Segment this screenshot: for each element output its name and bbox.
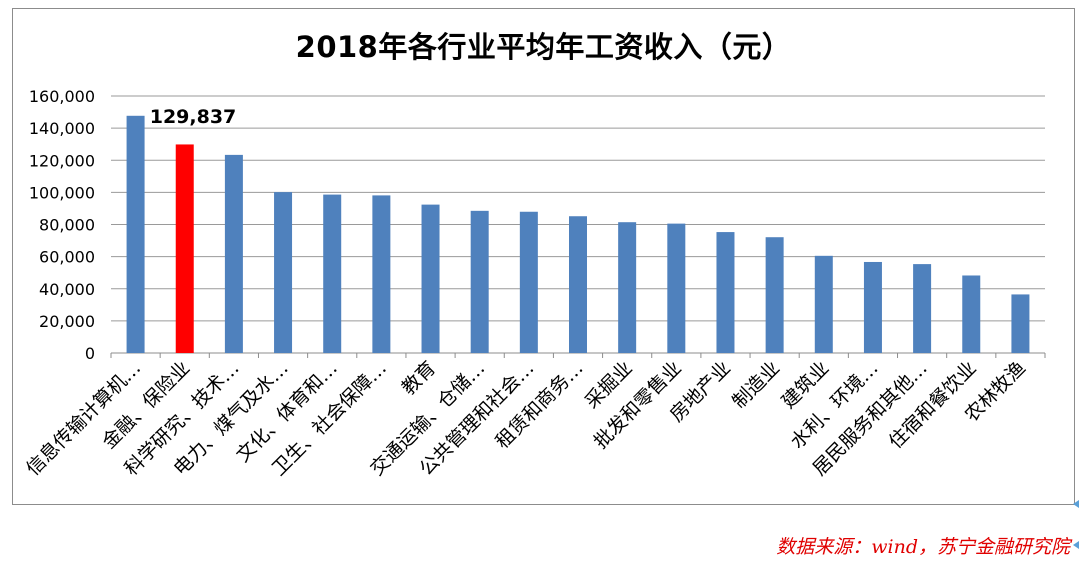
- bar-6: [372, 195, 391, 353]
- bar-9: [519, 211, 538, 353]
- y-tick-label: 0: [85, 344, 95, 363]
- bar-12: [667, 223, 686, 353]
- x-category-label: 制造业: [728, 357, 784, 413]
- y-tick-label: 80,000: [39, 216, 95, 235]
- y-tick-label: 40,000: [39, 280, 95, 299]
- highlight-data-label: 129,837: [150, 106, 237, 128]
- y-tick-label: 60,000: [39, 248, 95, 267]
- bar-8: [470, 210, 489, 353]
- bar-19: [1011, 294, 1030, 353]
- bar-13: [716, 232, 735, 353]
- bar-14: [765, 237, 784, 353]
- y-tick-label: 160,000: [29, 87, 95, 106]
- bar-4: [274, 192, 293, 353]
- bar-17: [913, 264, 932, 353]
- y-tick-label: 140,000: [29, 119, 95, 138]
- source-note: 数据来源：wind，苏宁金融研究院: [776, 536, 1070, 558]
- bar-18: [962, 275, 981, 353]
- bar-7: [421, 204, 440, 353]
- x-category-label: 教育: [398, 357, 440, 399]
- bar-2: [175, 144, 194, 353]
- y-axis-tick-labels: 0 20,000 40,000 60,000 80,000 100,000 120,000 1…: [29, 87, 95, 363]
- bar-16: [863, 261, 882, 353]
- y-tick-label: 20,000: [39, 312, 95, 331]
- bar-11: [618, 222, 637, 353]
- bar-15: [814, 255, 833, 353]
- bar-1: [126, 115, 145, 354]
- y-tick-label: 120,000: [29, 151, 95, 170]
- chart-title: 2018年各行业平均年工资收入（元）: [295, 30, 792, 64]
- annotations: 129,837: [150, 106, 237, 128]
- scroll-marker-icon: [1073, 541, 1079, 549]
- x-axis-category-labels: 信息传输计算机…金融、保险业科学研究、技术…电力、煤气及水…文化、体育和…卫生、…: [22, 357, 1030, 480]
- bar-3: [224, 154, 243, 353]
- bars: [126, 115, 1030, 354]
- bar-10: [569, 216, 587, 353]
- bar-5: [323, 194, 342, 353]
- scroll-marker-icon: [1073, 500, 1079, 508]
- y-tick-label: 100,000: [29, 183, 95, 202]
